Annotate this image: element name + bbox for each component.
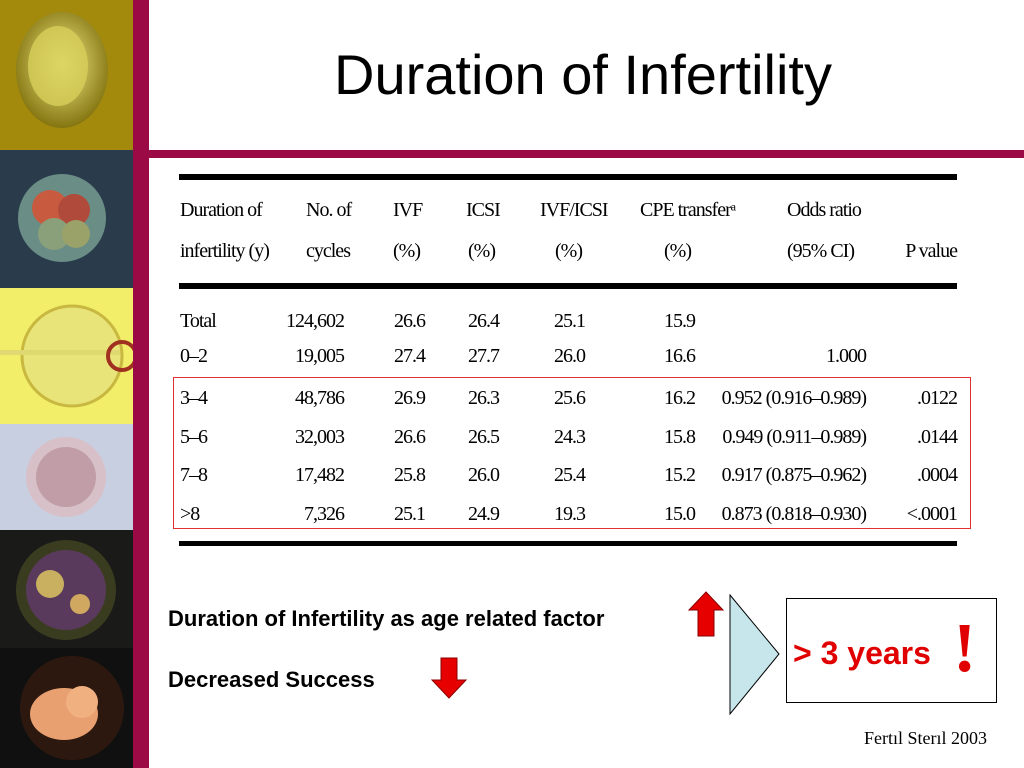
embryo-image-oocyte [0, 0, 133, 150]
table-cell: 7,326 [304, 503, 345, 525]
column-header: IVF/ICSI [540, 199, 609, 221]
table-cell: 27.7 [468, 345, 500, 367]
column-header: IVF [393, 199, 423, 221]
table-cell: 26.3 [468, 387, 500, 409]
column-header: P value [905, 240, 958, 262]
table-cell: 25.4 [554, 464, 586, 486]
table-cell: 0.952 (0.916–0.989) [721, 387, 867, 409]
column-header: (%) [468, 240, 496, 262]
column-header: (95% CI) [787, 240, 855, 262]
embryo-image-fetus [0, 648, 133, 768]
column-header: Odds ratio [787, 199, 862, 221]
row-label: >8 [180, 503, 200, 525]
table-cell: 32,003 [295, 426, 345, 448]
table-cell: 17,482 [295, 464, 345, 486]
table-cell: 48,786 [295, 387, 345, 409]
row-label: 3–4 [180, 387, 208, 409]
table-cell: 26.9 [394, 387, 426, 409]
table-cell: 15.2 [664, 464, 696, 486]
table-bottom-rule [179, 541, 957, 546]
row-label: 7–8 [180, 464, 208, 486]
table-cell: 27.4 [394, 345, 426, 367]
table-cell: 24.9 [468, 503, 500, 525]
table-cell: 15.9 [664, 310, 696, 332]
row-label: 0–2 [180, 345, 208, 367]
table-cell: 0.917 (0.875–0.962) [721, 464, 867, 486]
source-citation: Fertıl Sterıl 2003 [864, 728, 987, 748]
table-header-rule [179, 283, 957, 289]
column-header: (%) [664, 240, 692, 262]
table-cell: 25.8 [394, 464, 426, 486]
embryo-image-morula [0, 424, 133, 530]
table-cell: 26.0 [468, 464, 500, 486]
column-header: No. of [306, 199, 352, 221]
table-cell: 26.0 [554, 345, 586, 367]
accent-bar-horizontal [149, 150, 1024, 158]
table-cell: 15.0 [664, 503, 696, 525]
table-cell: 16.6 [664, 345, 696, 367]
embryo-image-strip [0, 0, 133, 768]
table-cell: 15.8 [664, 426, 696, 448]
embryo-image-blastocyst [0, 530, 133, 648]
embryo-image-icsi [0, 288, 133, 424]
duration-callout-text: > 3 years [793, 635, 931, 671]
chevron-pointer-icon [729, 594, 780, 716]
table-cell: .0004 [917, 464, 958, 486]
column-header: infertility (y) [180, 240, 270, 262]
table-cell: 16.2 [664, 387, 696, 409]
table-cell: 19.3 [554, 503, 586, 525]
table-cell: 25.6 [554, 387, 586, 409]
table-cell: <.0001 [906, 503, 958, 525]
decreased-success-note: Decreased Success [168, 667, 375, 692]
down-arrow-icon [430, 657, 468, 699]
exclamation-mark: ! [953, 610, 977, 687]
row-label: Total [180, 310, 217, 332]
column-header: CPE transferᵃ [640, 199, 736, 221]
column-header: (%) [555, 240, 583, 262]
table-cell: 124,602 [286, 310, 345, 332]
table-cell: 26.5 [468, 426, 500, 448]
table-cell: 1.000 [826, 345, 867, 367]
column-header: ICSI [466, 199, 501, 221]
table-cell: 0.873 (0.818–0.930) [721, 503, 867, 525]
highlight-box [173, 377, 971, 529]
table-top-rule [179, 174, 957, 180]
column-header: Duration of [180, 199, 263, 221]
up-arrow-icon [687, 591, 725, 637]
slide-title: Duration of Infertility [334, 43, 832, 106]
table-cell: .0144 [917, 426, 958, 448]
table-cell: 25.1 [394, 503, 426, 525]
table-cell: 24.3 [554, 426, 586, 448]
duration-callout: > 3 years ! [786, 598, 997, 703]
embryo-image-4-cell [0, 150, 133, 288]
table-cell: 25.1 [554, 310, 586, 332]
column-header: (%) [393, 240, 421, 262]
table-cell: 26.4 [468, 310, 500, 332]
table-cell: 26.6 [394, 426, 426, 448]
table-cell: 19,005 [295, 345, 345, 367]
accent-bar-vertical [133, 0, 149, 768]
row-label: 5–6 [180, 426, 208, 448]
column-header: cycles [306, 240, 351, 262]
age-factor-note: Duration of Infertility as age related f… [168, 606, 605, 631]
table-cell: .0122 [917, 387, 958, 409]
table-cell: 0.949 (0.911–0.989) [722, 426, 867, 448]
table-cell: 26.6 [394, 310, 426, 332]
